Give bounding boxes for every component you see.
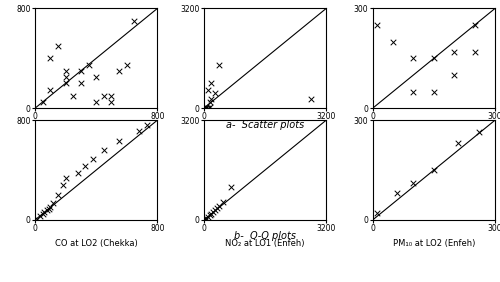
Point [202,216,210,220]
Point [474,129,482,134]
Point [45,206,53,211]
Point [77,69,85,73]
Point [62,81,70,85]
Point [410,181,418,186]
Point [46,87,54,92]
Point [450,49,458,54]
Point [62,69,70,73]
Point [123,62,131,67]
Point [206,213,214,217]
Point [200,218,208,222]
Point [130,19,138,23]
Point [206,100,214,104]
Point [215,204,223,208]
Point [108,94,116,98]
Point [62,175,70,180]
Point [40,210,48,215]
Point [32,217,40,221]
Point [92,100,100,104]
Point [212,90,220,95]
Point [389,39,397,44]
Point [215,62,223,67]
Point [372,211,380,215]
Point [58,183,66,187]
Point [213,206,221,210]
X-axis label: NO₂ at LO1 (Enfeh): NO₂ at LO1 (Enfeh) [225,239,305,248]
Point [202,106,209,111]
X-axis label: CO at LO2 (Chekka): CO at LO2 (Chekka) [55,127,138,136]
Point [204,87,212,92]
Point [208,97,216,101]
Point [410,89,418,94]
Text: b-  Q-Q plots: b- Q-Q plots [234,231,296,241]
Point [46,205,54,210]
Point [74,170,82,175]
Point [470,49,478,54]
Point [200,106,208,111]
Point [54,193,62,197]
Point [201,217,209,221]
Point [36,214,44,219]
Point [77,81,85,85]
Point [307,97,315,101]
Point [212,208,220,212]
Point [210,210,218,214]
Point [208,81,216,85]
Point [393,191,401,196]
Point [372,23,380,27]
Point [450,73,458,77]
Point [50,200,58,205]
Point [142,123,150,127]
X-axis label: NO₂ at LO1 (Enfeh): NO₂ at LO1 (Enfeh) [225,127,305,136]
Point [46,56,54,61]
Point [38,100,46,104]
Point [206,104,214,109]
Point [226,185,234,190]
Point [430,168,438,172]
Point [89,157,97,161]
Point [100,94,108,98]
X-axis label: PM₁₀ at LO2 (Enfeh): PM₁₀ at LO2 (Enfeh) [392,239,475,248]
Point [92,75,100,79]
Point [204,215,212,219]
Point [219,200,227,204]
Point [84,62,92,67]
Point [115,69,123,73]
Point [470,23,478,27]
Point [202,104,209,109]
X-axis label: CO at LO2 (Chekka): CO at LO2 (Chekka) [55,239,138,248]
Point [69,94,77,98]
Point [82,164,90,169]
Point [115,139,123,144]
Point [208,212,216,216]
Point [100,148,108,152]
Point [410,56,418,61]
Point [38,212,46,216]
Text: a-  Scatter plots: a- Scatter plots [226,120,304,129]
Point [430,56,438,61]
Point [54,44,62,48]
Point [135,129,143,134]
Point [454,141,462,146]
Point [204,106,212,111]
Point [430,89,438,94]
X-axis label: PM₁₀ at LO2 (Enfeh): PM₁₀ at LO2 (Enfeh) [392,127,475,136]
Point [43,208,51,212]
Point [62,75,70,79]
Point [108,100,116,104]
